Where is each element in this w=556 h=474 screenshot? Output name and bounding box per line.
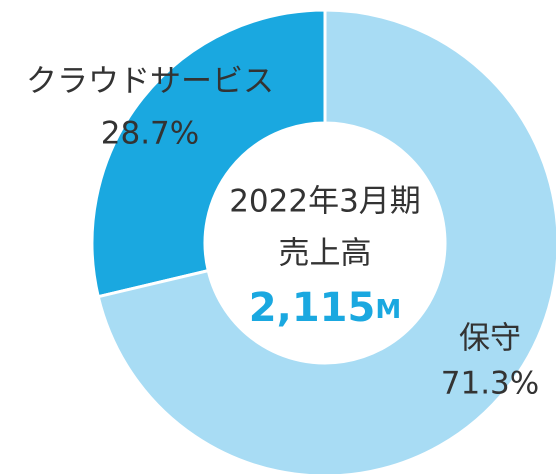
center-title: 2022年3月期 (229, 184, 421, 220)
center-number: 2,115 (249, 285, 376, 331)
slice-label: 保守 (459, 321, 521, 357)
center-title: 売上高 (279, 236, 372, 272)
slice (96, 8, 556, 474)
value-label: 71.3% (441, 366, 539, 402)
slice (90, 8, 327, 299)
value-label: 28.7% (101, 116, 199, 152)
slice-label: クラウドサービス (26, 64, 274, 100)
center-value: 2,115M (249, 285, 401, 331)
center-unit: M (375, 295, 401, 325)
